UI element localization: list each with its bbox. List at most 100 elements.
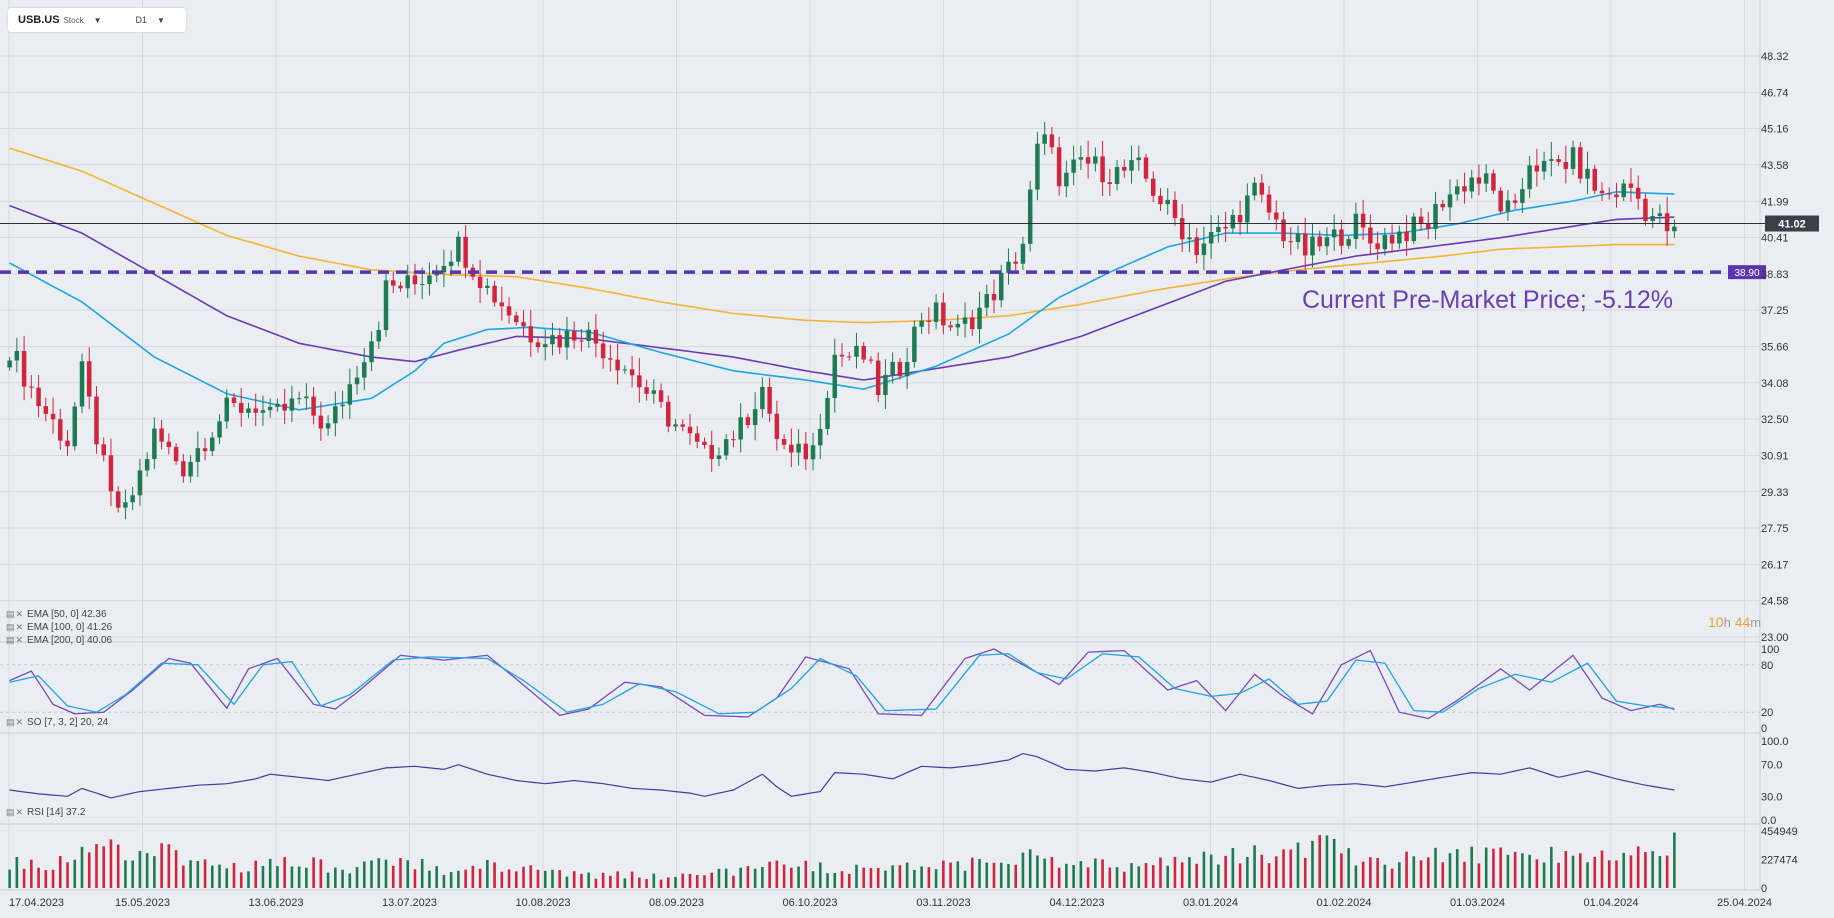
candle-body bbox=[1006, 261, 1011, 273]
symbol-selector[interactable]: USB.US Stock ▼ D1 ▼ bbox=[8, 8, 186, 32]
candle-body bbox=[897, 361, 903, 377]
ema50-legend[interactable]: ▤✕ EMA [50, 0] 42.36 bbox=[6, 609, 107, 620]
volume-bar bbox=[44, 870, 48, 888]
candle-body bbox=[1556, 159, 1561, 163]
candle-body bbox=[919, 320, 924, 327]
volume-bar bbox=[717, 868, 721, 888]
volume-bar bbox=[1557, 862, 1560, 888]
settings-close-icons[interactable]: ▤✕ bbox=[6, 635, 25, 645]
chevron-down-icon[interactable]: ▼ bbox=[93, 15, 102, 25]
pane-separators bbox=[0, 0, 1761, 891]
y-tick-label: 32.50 bbox=[1761, 414, 1789, 426]
volume-bar bbox=[529, 865, 533, 888]
volume-bar bbox=[478, 868, 482, 888]
volume-bar bbox=[768, 861, 771, 888]
settings-close-icons[interactable]: ▤✕ bbox=[6, 622, 25, 632]
candle-body bbox=[1418, 216, 1424, 224]
volume-bar bbox=[1550, 846, 1553, 888]
volume-bar bbox=[1463, 861, 1466, 888]
volume-bar bbox=[565, 876, 569, 888]
volume-bar bbox=[1159, 857, 1162, 888]
candle-body bbox=[1064, 172, 1069, 187]
volume-bar bbox=[1390, 868, 1394, 888]
volume-bar bbox=[225, 868, 229, 888]
settings-close-icons[interactable]: ▤✕ bbox=[6, 717, 25, 727]
candle-body bbox=[130, 495, 135, 503]
volume-bar bbox=[746, 866, 750, 888]
volume-bar bbox=[920, 866, 923, 888]
candle-body bbox=[702, 441, 707, 445]
volume-bar bbox=[283, 857, 286, 888]
volume-bar bbox=[934, 869, 938, 888]
settings-close-icons[interactable]: ▤✕ bbox=[6, 609, 25, 619]
candle-body bbox=[557, 335, 562, 348]
volume-bar bbox=[1593, 856, 1597, 888]
y-tick-label: 27.75 bbox=[1761, 523, 1789, 535]
volume-bar bbox=[1282, 849, 1285, 888]
candle-body bbox=[79, 361, 85, 407]
volume-bar bbox=[1332, 838, 1336, 888]
y-tick-label: 23.00 bbox=[1761, 632, 1789, 644]
volume-bar bbox=[862, 867, 866, 888]
candle-body bbox=[29, 386, 34, 388]
x-tick-label: 04.12.2023 bbox=[1049, 897, 1104, 909]
so-label: SO [7, 3, 2] 20, 24 bbox=[27, 717, 109, 728]
volume-bar bbox=[703, 875, 706, 888]
stoch-tick-label: 0 bbox=[1761, 723, 1767, 735]
volume-bar bbox=[1195, 863, 1198, 888]
candle-body bbox=[1274, 212, 1279, 220]
volume-bar bbox=[710, 872, 714, 888]
rsi-legend[interactable]: ▤✕ RSI [14] 37.2 bbox=[6, 807, 85, 818]
y-tick-label: 37.25 bbox=[1761, 305, 1789, 317]
candle-body bbox=[253, 408, 258, 413]
candle-body bbox=[890, 361, 895, 375]
candle-body bbox=[528, 326, 534, 343]
volume-bar bbox=[500, 871, 504, 888]
candlesticks bbox=[7, 122, 1677, 520]
volume-bar bbox=[638, 877, 641, 888]
symbol-name: USB.US bbox=[18, 14, 60, 26]
volume-bar bbox=[992, 862, 996, 888]
candle-body bbox=[1541, 160, 1547, 172]
candle-body bbox=[456, 236, 461, 262]
volume-bar bbox=[1369, 857, 1372, 888]
chevron-down-icon[interactable]: ▼ bbox=[157, 15, 165, 25]
candle-body bbox=[376, 330, 382, 342]
candle-body bbox=[304, 396, 309, 399]
candle-body bbox=[962, 317, 968, 324]
volume-bar bbox=[1173, 856, 1177, 888]
volume-bar bbox=[1615, 860, 1618, 888]
ema100-legend[interactable]: ▤✕ EMA [100, 0] 41.26 bbox=[6, 622, 112, 633]
volume-bar bbox=[1021, 852, 1025, 888]
ema200-legend[interactable]: ▤✕ EMA [200, 0] 40.06 bbox=[6, 635, 112, 646]
candle-body bbox=[1404, 231, 1409, 242]
volume-bar bbox=[1347, 848, 1350, 888]
volume-bar bbox=[1651, 851, 1654, 888]
volume-bar bbox=[1513, 851, 1517, 888]
so-legend[interactable]: ▤✕ SO [7, 3, 2] 20, 24 bbox=[6, 717, 108, 728]
candle-body bbox=[463, 236, 468, 268]
settings-close-icons[interactable]: ▤✕ bbox=[6, 807, 25, 817]
candle-body bbox=[1585, 168, 1590, 179]
volume-bar bbox=[1130, 863, 1133, 888]
timeframe-selector[interactable]: D1 bbox=[135, 15, 148, 25]
volume-bar bbox=[688, 873, 692, 888]
level-price-box bbox=[1728, 265, 1766, 280]
candle-body bbox=[1672, 226, 1677, 232]
candle-body bbox=[752, 409, 758, 426]
candle-body bbox=[1382, 234, 1388, 250]
volume-bar bbox=[334, 867, 337, 888]
volume-bar bbox=[1622, 852, 1626, 888]
last-price-label: 41.02 bbox=[1778, 219, 1806, 231]
candle-body bbox=[694, 433, 700, 442]
candle-body bbox=[1093, 156, 1098, 164]
volume-bar bbox=[775, 860, 779, 888]
x-tick-label: 01.02.2024 bbox=[1316, 897, 1371, 909]
candle-body bbox=[296, 398, 302, 400]
candle-body bbox=[115, 491, 121, 508]
y-tick-label: 24.58 bbox=[1761, 596, 1789, 608]
rsi-tick-label: 30.0 bbox=[1761, 791, 1782, 803]
candle-body bbox=[202, 448, 208, 452]
candle-body bbox=[369, 341, 374, 363]
